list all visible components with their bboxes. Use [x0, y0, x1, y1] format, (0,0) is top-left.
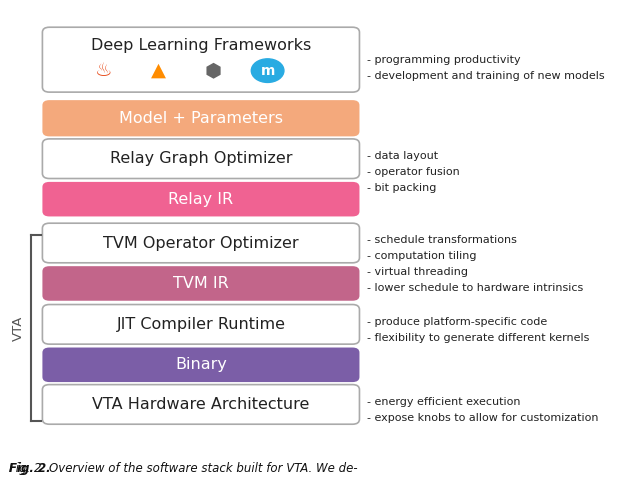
Text: m: m: [260, 64, 275, 78]
Text: Fig. 2.: Fig. 2.: [8, 462, 50, 475]
Text: VTA: VTA: [12, 315, 24, 341]
Text: Fig. 2. Overview of the software stack built for VTA. We de-: Fig. 2. Overview of the software stack b…: [8, 462, 357, 475]
Text: ⬢: ⬢: [205, 61, 221, 80]
Text: Deep Learning Frameworks: Deep Learning Frameworks: [91, 38, 311, 53]
Text: - energy efficient execution: - energy efficient execution: [367, 397, 520, 407]
Text: Relay IR: Relay IR: [168, 191, 234, 207]
Text: - bit packing: - bit packing: [367, 183, 436, 193]
Text: - schedule transformations: - schedule transformations: [367, 235, 517, 245]
Text: - virtual threading: - virtual threading: [367, 267, 468, 278]
Text: - lower schedule to hardware intrinsics: - lower schedule to hardware intrinsics: [367, 283, 583, 294]
Text: TVM IR: TVM IR: [173, 276, 229, 291]
Text: - data layout: - data layout: [367, 151, 438, 161]
Text: - operator fusion: - operator fusion: [367, 167, 460, 177]
Text: Binary: Binary: [175, 357, 227, 372]
FancyBboxPatch shape: [42, 223, 360, 263]
FancyBboxPatch shape: [42, 100, 360, 137]
FancyBboxPatch shape: [42, 139, 360, 178]
Text: ▲: ▲: [151, 61, 166, 80]
Text: - expose knobs to allow for customization: - expose knobs to allow for customizatio…: [367, 413, 598, 423]
FancyBboxPatch shape: [42, 347, 360, 382]
Text: VTA Hardware Architecture: VTA Hardware Architecture: [92, 397, 310, 412]
Text: - flexibility to generate different kernels: - flexibility to generate different kern…: [367, 333, 589, 343]
Circle shape: [252, 59, 284, 83]
Text: Model + Parameters: Model + Parameters: [119, 111, 283, 126]
Text: Relay Graph Optimizer: Relay Graph Optimizer: [109, 151, 292, 166]
FancyBboxPatch shape: [42, 305, 360, 344]
FancyBboxPatch shape: [42, 182, 360, 216]
Text: - programming productivity: - programming productivity: [367, 55, 521, 66]
Text: JIT Compiler Runtime: JIT Compiler Runtime: [116, 317, 285, 332]
Text: - computation tiling: - computation tiling: [367, 251, 477, 261]
Text: TVM Operator Optimizer: TVM Operator Optimizer: [103, 236, 299, 250]
Text: - produce platform-specific code: - produce platform-specific code: [367, 317, 547, 327]
FancyBboxPatch shape: [42, 266, 360, 301]
Text: - development and training of new models: - development and training of new models: [367, 71, 605, 82]
Text: ♨: ♨: [95, 61, 113, 80]
FancyBboxPatch shape: [42, 384, 360, 424]
FancyBboxPatch shape: [42, 27, 360, 92]
